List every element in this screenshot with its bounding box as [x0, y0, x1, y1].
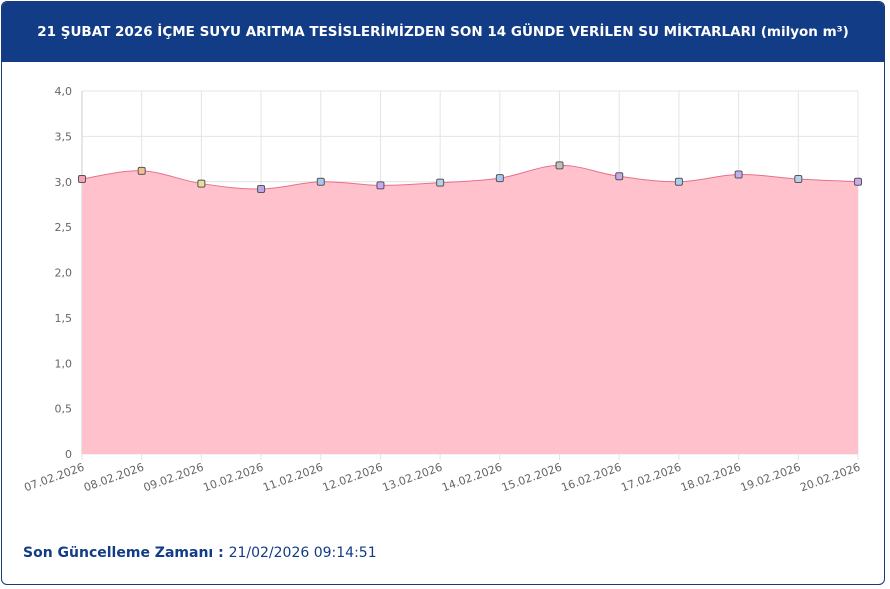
- marker: [376, 181, 385, 190]
- x-tick-label: 11.02.2026: [261, 461, 325, 495]
- marker: [495, 174, 504, 183]
- x-tick-label: 09.02.2026: [142, 461, 206, 495]
- marker: [78, 175, 86, 184]
- y-tick-label: 2,0: [55, 267, 73, 280]
- y-tick-label: 1,5: [55, 312, 73, 325]
- marker: [794, 175, 803, 184]
- y-tick-label: 4,0: [55, 85, 73, 98]
- x-tick-label: 16.02.2026: [560, 461, 624, 495]
- marker: [615, 172, 624, 181]
- x-tick-label: 20.02.2026: [798, 461, 862, 495]
- area: [82, 165, 858, 455]
- x-tick-label: 15.02.2026: [500, 461, 564, 495]
- footer: Son Güncelleme Zamanı : 21/02/2026 09:14…: [23, 545, 377, 561]
- x-tick-label: 10.02.2026: [201, 461, 265, 495]
- y-tick-label: 0: [65, 448, 72, 461]
- marker: [197, 179, 206, 188]
- marker: [316, 177, 325, 186]
- marker: [734, 170, 743, 179]
- line: [81, 164, 859, 190]
- marker: [674, 177, 683, 186]
- footer-label: Son Güncelleme Zamanı: [23, 545, 214, 561]
- marker: [436, 178, 445, 187]
- y-tick-label: 3,5: [55, 130, 73, 143]
- x-tick-label: 12.02.2026: [321, 461, 385, 495]
- y-tick-label: 1,0: [55, 357, 73, 370]
- y-tick-label: 3,0: [55, 176, 73, 189]
- x-tick-label: 18.02.2026: [679, 461, 743, 495]
- y-tick-label: 2,5: [55, 221, 73, 234]
- x-tick-label: 07.02.2026: [22, 461, 86, 495]
- y-tick-label: 0,5: [55, 403, 73, 416]
- x-tick-label: 13.02.2026: [381, 461, 445, 495]
- x-tick-label: 19.02.2026: [739, 461, 803, 495]
- marker: [854, 177, 862, 186]
- marker: [257, 185, 266, 194]
- x-tick-label: 17.02.2026: [619, 461, 683, 495]
- x-tick-label: 08.02.2026: [82, 461, 146, 495]
- marker: [137, 166, 146, 175]
- footer-value: 21/02/2026 09:14:51: [228, 545, 377, 561]
- marker: [555, 161, 564, 170]
- chart-title: 21 ŞUBAT 2026 İÇME SUYU ARITMA TESİSLERİ…: [2, 2, 884, 62]
- x-tick-label: 14.02.2026: [440, 461, 504, 495]
